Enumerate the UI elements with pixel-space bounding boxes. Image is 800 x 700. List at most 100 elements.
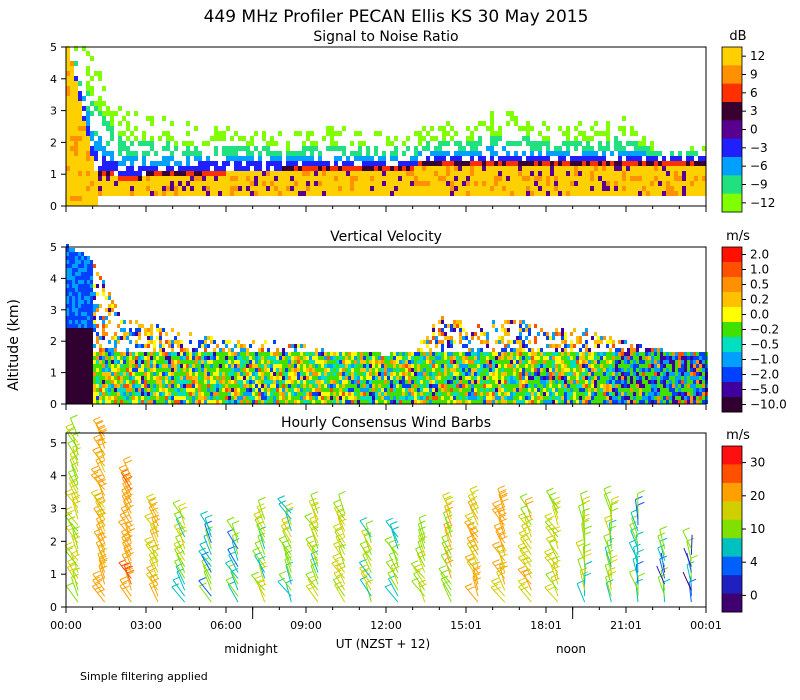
snr-cell: [126, 181, 130, 186]
velocity-cell: [177, 396, 180, 400]
velocity-cell: [108, 380, 111, 384]
velocity-cell: [66, 248, 69, 252]
snr-cell: [578, 166, 582, 171]
velocity-cell: [189, 400, 192, 404]
velocity-cell: [387, 388, 390, 392]
velocity-cell: [162, 372, 165, 376]
velocity-cell: [213, 352, 216, 356]
velocity-cell: [381, 400, 384, 404]
snr-cell: [90, 196, 94, 201]
snr-cell: [226, 156, 230, 161]
velocity-cell: [222, 364, 225, 368]
velocity-cell: [519, 368, 522, 372]
velocity-cell: [360, 360, 363, 364]
velocity-cell: [624, 392, 627, 396]
velocity-cell: [414, 364, 417, 368]
snr-cell: [630, 176, 634, 181]
snr-cell: [662, 171, 666, 176]
snr-cell: [134, 181, 138, 186]
velocity-cell: [645, 368, 648, 372]
snr-cell: [198, 166, 202, 171]
velocity-cell: [411, 356, 414, 360]
velocity-cell: [480, 332, 483, 336]
velocity-cell: [330, 388, 333, 392]
velocity-cell: [303, 400, 306, 404]
velocity-cell: [606, 368, 609, 372]
velocity-cell: [291, 360, 294, 364]
velocity-cell: [432, 364, 435, 368]
snr-cell: [518, 186, 522, 191]
velocity-cell: [237, 380, 240, 384]
velocity-cell: [132, 372, 135, 376]
snr-cell: [122, 161, 126, 166]
velocity-cell: [339, 392, 342, 396]
snr-cell: [666, 176, 670, 181]
velocity-cell: [99, 388, 102, 392]
velocity-cell: [72, 280, 75, 284]
snr-cell: [442, 161, 446, 166]
velocity-cell: [177, 364, 180, 368]
snr-cell: [230, 156, 234, 161]
velocity-cell: [120, 388, 123, 392]
velocity-cell: [159, 392, 162, 396]
velocity-cell: [153, 360, 156, 364]
snr-cell: [546, 141, 550, 146]
snr-cell: [110, 156, 114, 161]
velocity-cell: [507, 392, 510, 396]
velocity-cell: [282, 396, 285, 400]
snr-cell: [394, 166, 398, 171]
snr-cell: [430, 191, 434, 196]
velocity-cell: [315, 380, 318, 384]
snr-cell: [266, 176, 270, 181]
velocity-cell: [213, 384, 216, 388]
velocity-cell: [285, 388, 288, 392]
snr-cell: [614, 176, 618, 181]
velocity-cell: [522, 348, 525, 352]
velocity-cell: [246, 348, 249, 352]
velocity-cell: [264, 388, 267, 392]
snr-cell: [434, 136, 438, 141]
velocity-cell: [639, 360, 642, 364]
colorbar-swatch: [722, 157, 742, 176]
velocity-cell: [504, 364, 507, 368]
velocity-cell: [396, 352, 399, 356]
snr-cell: [702, 176, 706, 181]
snr-cell: [522, 136, 526, 141]
velocity-cell: [498, 396, 501, 400]
snr-cell: [650, 161, 654, 166]
snr-cell: [514, 186, 518, 191]
velocity-cell: [138, 360, 141, 364]
velocity-cell: [357, 400, 360, 404]
velocity-cell: [585, 392, 588, 396]
velocity-cell: [543, 384, 546, 388]
velocity-cell: [315, 360, 318, 364]
velocity-cell: [147, 360, 150, 364]
velocity-cell: [153, 380, 156, 384]
velocity-cell: [360, 380, 363, 384]
snr-cell: [450, 171, 454, 176]
snr-cell: [190, 151, 194, 156]
velocity-cell: [354, 388, 357, 392]
velocity-cell: [570, 380, 573, 384]
velocity-cell: [480, 368, 483, 372]
velocity-cell: [399, 388, 402, 392]
snr-cell: [530, 156, 534, 161]
velocity-cell: [162, 364, 165, 368]
colorbar-tick-label: 9: [750, 68, 758, 82]
velocity-cell: [588, 372, 591, 376]
velocity-cell: [207, 364, 210, 368]
velocity-cell: [639, 352, 642, 356]
velocity-cell: [501, 388, 504, 392]
snr-cell: [590, 191, 594, 196]
velocity-cell: [585, 372, 588, 376]
snr-cell: [698, 176, 702, 181]
velocity-cell: [144, 380, 147, 384]
snr-cell: [82, 156, 86, 161]
velocity-cell: [72, 400, 75, 404]
snr-cell: [486, 191, 490, 196]
velocity-cell: [561, 388, 564, 392]
velocity-cell: [108, 368, 111, 372]
velocity-cell: [579, 336, 582, 340]
velocity-cell: [300, 376, 303, 380]
velocity-cell: [567, 368, 570, 372]
